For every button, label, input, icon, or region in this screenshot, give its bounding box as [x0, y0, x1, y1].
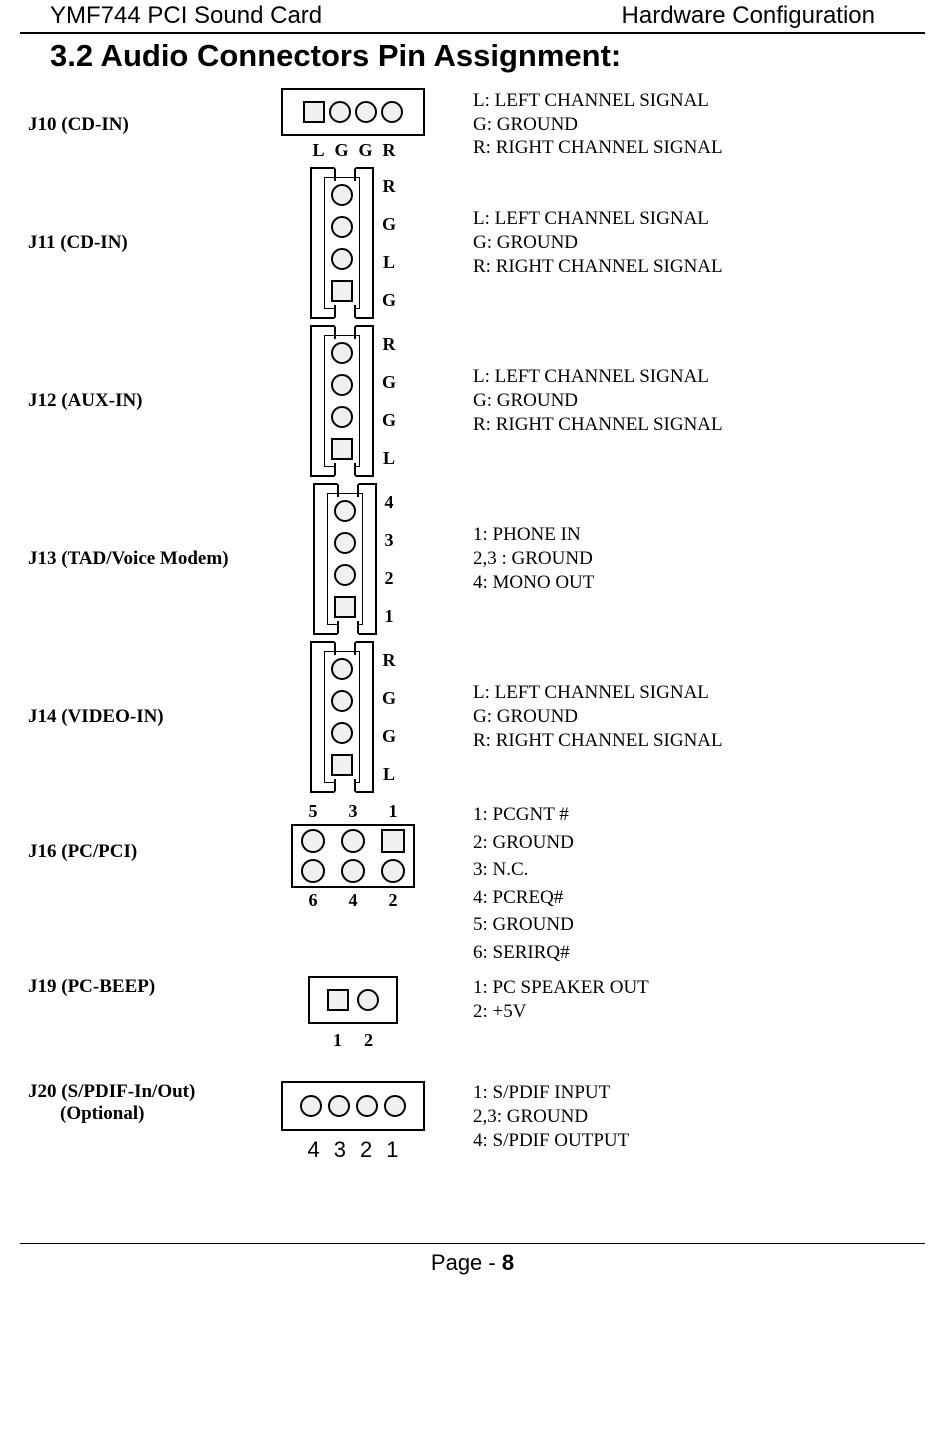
j12-label: J12 (AUX-IN) — [20, 390, 253, 412]
j11-label: J11 (CD-IN) — [20, 232, 253, 254]
row-j14: J14 (VIDEO-IN) R G G L L: LEFT CHA — [20, 641, 925, 793]
j16-desc: 1: PCGNT # 2: GROUND 3: N.C. 4: PCREQ# 5… — [453, 801, 925, 966]
j20-pin-labels: 4 3 2 1 — [253, 1137, 453, 1163]
j12-desc: L: LEFT CHANNEL SIGNAL G: GROUND R: RIGH… — [453, 365, 925, 436]
j19-pin-labels: 1 2 — [253, 1030, 453, 1051]
header-right: Hardware Configuration — [622, 2, 875, 30]
j12-connector — [310, 325, 374, 477]
j11-pin-labels: R G L G — [382, 167, 396, 319]
pin — [329, 101, 351, 123]
pin — [331, 184, 353, 206]
j10-label: J10 (CD-IN) — [20, 114, 253, 136]
j13-diagram: 4 3 2 1 — [253, 483, 453, 635]
pin — [357, 989, 379, 1011]
j13-pin-labels: 4 3 2 1 — [385, 483, 394, 635]
page: YMF744 PCI Sound Card Hardware Configura… — [0, 0, 945, 1276]
pin — [331, 658, 353, 680]
page-header: YMF744 PCI Sound Card Hardware Configura… — [20, 0, 925, 34]
j10-pin-labels: LGGR — [265, 140, 453, 161]
j12-diagram: R G G L — [253, 325, 453, 477]
row-j10: J10 (CD-IN) LGGR L: LEFT CHANNEL SIGNAL … — [20, 88, 925, 161]
j10-diagram: LGGR — [253, 88, 453, 161]
pin — [331, 406, 353, 428]
j14-desc: L: LEFT CHANNEL SIGNAL G: GROUND R: RIGH… — [453, 681, 925, 752]
j16-top-labels: 5 3 1 — [293, 801, 413, 822]
pin — [334, 500, 356, 522]
row-j19: J19 (PC-BEEP) 1 2 1: PC SPEAKER OUT 2: +… — [20, 976, 925, 1051]
pin — [328, 1095, 350, 1117]
row-j12: J12 (AUX-IN) R G G L L: LEFT CHANN — [20, 325, 925, 477]
j13-label: J13 (TAD/Voice Modem) — [20, 548, 253, 570]
pin — [301, 829, 325, 853]
pin — [300, 1095, 322, 1117]
j16-diagram: 5 3 1 6 — [253, 801, 453, 911]
pin — [355, 101, 377, 123]
j14-pin-labels: R G G L — [382, 641, 396, 793]
pin — [384, 1095, 406, 1117]
row-j13: J13 (TAD/Voice Modem) 4 3 2 1 1: P — [20, 483, 925, 635]
row-j11: J11 (CD-IN) R G L G L: LEFT CHANNE — [20, 167, 925, 319]
j12-pin-labels: R G G L — [382, 325, 396, 477]
row-j16: J16 (PC/PCI) 5 3 1 — [20, 801, 925, 966]
j20-diagram: 4 3 2 1 — [253, 1081, 453, 1163]
footer-prefix: Page - — [431, 1250, 502, 1275]
page-footer: Page - 8 — [20, 1243, 925, 1276]
pin — [356, 1095, 378, 1117]
pin — [331, 690, 353, 712]
pin — [331, 248, 353, 270]
j19-connector — [308, 976, 398, 1024]
pin — [381, 859, 405, 883]
pin — [331, 722, 353, 744]
j14-diagram: R G G L — [253, 641, 453, 793]
pin — [331, 280, 353, 302]
pin — [301, 859, 325, 883]
pin — [327, 989, 349, 1011]
j11-desc: L: LEFT CHANNEL SIGNAL G: GROUND R: RIGH… — [453, 207, 925, 278]
pin — [334, 532, 356, 554]
pin — [334, 596, 356, 618]
pin — [303, 101, 325, 123]
pin — [341, 859, 365, 883]
j16-bot-labels: 6 4 2 — [293, 890, 413, 911]
j13-desc: 1: PHONE IN 2,3 : GROUND 4: MONO OUT — [453, 523, 925, 594]
j20-connector — [281, 1081, 425, 1131]
pin — [331, 374, 353, 396]
pin — [331, 438, 353, 460]
pin — [334, 564, 356, 586]
j19-diagram: 1 2 — [253, 976, 453, 1051]
section-title: 3.2 Audio Connectors Pin Assignment: — [50, 38, 925, 74]
j19-label: J19 (PC-BEEP) — [20, 976, 253, 998]
j11-connector — [310, 167, 374, 319]
pin — [331, 342, 353, 364]
j16-connector — [291, 824, 415, 888]
j13-connector — [313, 483, 377, 635]
j10-desc: L: LEFT CHANNEL SIGNAL G: GROUND R: RIGH… — [453, 89, 925, 160]
j20-desc: 1: S/PDIF INPUT 2,3: GROUND 4: S/PDIF OU… — [453, 1081, 925, 1152]
j19-desc: 1: PC SPEAKER OUT 2: +5V — [453, 976, 925, 1024]
j10-connector — [281, 88, 425, 136]
pin — [331, 216, 353, 238]
header-left: YMF744 PCI Sound Card — [50, 2, 322, 30]
j11-diagram: R G L G — [253, 167, 453, 319]
j14-label: J14 (VIDEO-IN) — [20, 706, 253, 728]
pin — [381, 101, 403, 123]
j16-label: J16 (PC/PCI) — [20, 801, 253, 863]
pin — [331, 754, 353, 776]
j14-connector — [310, 641, 374, 793]
j20-label: J20 (S/PDIF-In/Out) (Optional) — [20, 1081, 253, 1125]
pin — [381, 829, 405, 853]
pin — [341, 829, 365, 853]
footer-page-num: 8 — [502, 1250, 514, 1275]
row-j20: J20 (S/PDIF-In/Out) (Optional) 4 3 2 1 1… — [20, 1081, 925, 1163]
